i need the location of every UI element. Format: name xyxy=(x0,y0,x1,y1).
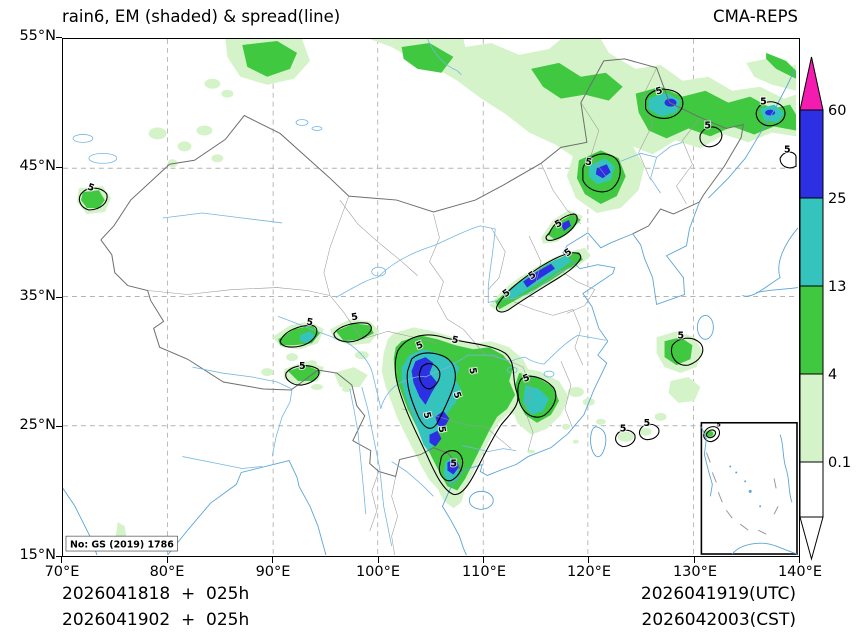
contour-label: 5 xyxy=(350,311,358,323)
nine-dash-line xyxy=(705,452,779,535)
contour-label: 5 xyxy=(677,330,684,341)
contour-label: 5 xyxy=(620,424,627,435)
axis-tick xyxy=(56,297,62,299)
contour-label: 5 xyxy=(86,182,96,195)
precip-speckles xyxy=(148,78,667,454)
x-tick-label: 90°E xyxy=(255,564,291,580)
colorbar-tick-label: 0.1 xyxy=(828,455,851,471)
watermark-text: No: GS (2019) 1786 xyxy=(70,540,174,551)
contour-label: 5 xyxy=(451,390,464,400)
contour-label: 5 xyxy=(450,459,457,470)
national-border xyxy=(100,58,744,478)
south-china-sea-inset: 5 xyxy=(700,421,798,555)
valid-time-utc: 2026041919(UTC) xyxy=(640,584,796,604)
colorbar-tick-label: 13 xyxy=(828,279,846,295)
init-time-cst: 2026041902 + 025h xyxy=(62,610,250,630)
axis-tick xyxy=(167,557,169,563)
plot-title: rain6, EM (shaded) & spread(line) xyxy=(62,7,341,26)
axis-tick xyxy=(56,426,62,428)
axis-tick xyxy=(272,557,274,563)
y-tick-label: 15°N xyxy=(19,547,56,563)
province-borders xyxy=(147,67,701,555)
y-tick-label: 25°N xyxy=(19,417,56,433)
inset-islands xyxy=(729,465,762,508)
valid-time-cst: 2026042003(CST) xyxy=(641,610,796,630)
x-tick-label: 120°E xyxy=(566,564,612,580)
contour-label: 5 xyxy=(655,85,664,97)
y-tick-label: 35°N xyxy=(19,288,56,304)
x-tick-label: 100°E xyxy=(355,564,401,580)
rivers xyxy=(72,39,683,547)
inset-border xyxy=(700,421,798,555)
colorbar-segment-25 xyxy=(799,197,824,287)
axis-tick xyxy=(694,557,696,563)
contour-label: 5 xyxy=(436,425,448,433)
colorbar-tick-label: 4 xyxy=(828,367,837,383)
contour-label: 5 xyxy=(760,97,767,108)
model-name: CMA-REPS xyxy=(713,7,798,26)
contour-label: 5 xyxy=(704,120,711,131)
map-watermark: No: GS (2019) 1786 xyxy=(65,535,178,552)
axis-tick xyxy=(378,557,380,563)
colorbar-segment-60 xyxy=(799,109,824,199)
contour-label: 5 xyxy=(466,367,478,375)
contour-labels: 5 5 5 5 5 5 5 5 5 5 5 5 5 5 5 5 5 5 5 5 xyxy=(85,84,792,470)
spread-contours xyxy=(78,88,797,496)
contour-label: 5 xyxy=(644,418,651,429)
axis-tick xyxy=(56,167,62,169)
colorbar-tick-label: 60 xyxy=(828,103,846,119)
colorbar-tick-label: 25 xyxy=(828,191,846,207)
axis-tick xyxy=(588,557,590,563)
init-time-utc: 2026041818 + 025h xyxy=(62,584,250,604)
contour-label: 5 xyxy=(299,361,306,372)
contour-label: 5 xyxy=(716,421,721,429)
colorbar-segment-13 xyxy=(799,285,824,375)
coastlines xyxy=(63,68,798,555)
x-tick-label: 70°E xyxy=(44,564,80,580)
axis-tick xyxy=(56,556,62,558)
map-svg: 5 5 5 5 5 5 5 5 5 5 5 5 5 5 5 5 5 5 5 5 xyxy=(63,39,798,555)
colorbar-segment-4 xyxy=(799,373,824,463)
contour-label: 5 xyxy=(415,339,425,352)
axis-tick xyxy=(56,37,62,39)
x-tick-label: 140°E xyxy=(777,564,823,580)
contour-label: 5 xyxy=(305,316,313,328)
map-plot-area: 5 5 5 5 5 5 5 5 5 5 5 5 5 5 5 5 5 5 5 5 xyxy=(62,38,800,557)
y-tick-label: 55°N xyxy=(19,28,56,44)
colorbar-over-arrow xyxy=(799,56,824,111)
contour-label: 5 xyxy=(451,334,459,346)
x-tick-label: 130°E xyxy=(672,564,718,580)
contour-label: 5 xyxy=(421,411,433,420)
axis-tick xyxy=(483,557,485,563)
colorbar-under-arrow xyxy=(799,516,824,561)
x-tick-label: 80°E xyxy=(149,564,185,580)
axis-tick xyxy=(61,557,63,563)
colorbar: 60 25 13 4 0.1 xyxy=(799,56,851,561)
y-tick-label: 45°N xyxy=(19,158,56,174)
contour-label: 5 xyxy=(521,372,531,385)
x-tick-label: 110°E xyxy=(461,564,507,580)
colorbar-segment-01 xyxy=(799,461,824,518)
axis-tick xyxy=(799,557,801,563)
contour-label: 5 xyxy=(784,144,791,155)
contour-label: 5 xyxy=(584,156,592,168)
